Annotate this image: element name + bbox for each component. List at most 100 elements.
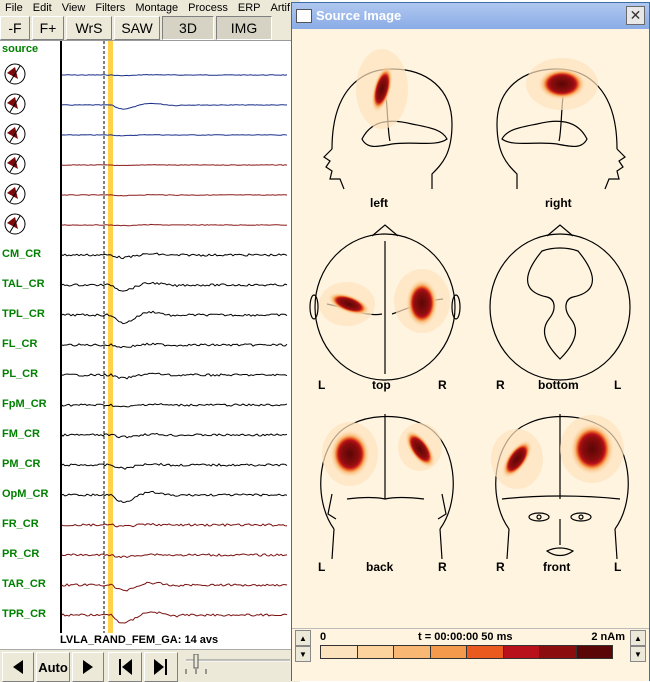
channel-area: source CM_CR TAL_CR TPL_CR FL_CR PL_CR FpM_CR…	[0, 41, 300, 633]
channel-trace	[61, 281, 288, 292]
channel-label[interactable]: FpM_CR	[2, 398, 47, 410]
status-bar: LVLA_RAND_FEM_GA: 14 avs	[0, 633, 300, 649]
color-swatch	[393, 645, 431, 659]
view-label-right: right	[545, 196, 572, 210]
cursor-band[interactable]	[108, 41, 113, 633]
toolbar-button-wrs[interactable]: WrS	[66, 16, 112, 40]
color-swatch	[356, 645, 394, 659]
channel-label[interactable]: TAL_CR	[2, 278, 45, 290]
color-swatch	[502, 645, 540, 659]
menu-item-filters[interactable]: Filters	[95, 2, 126, 14]
head-front-view	[495, 414, 629, 560]
dipole-head-icon	[4, 153, 26, 175]
arrow-down-icon: ▼	[634, 649, 642, 659]
head-back-view	[320, 414, 454, 560]
menu-item-file[interactable]: File	[5, 2, 23, 14]
color-swatch	[575, 645, 613, 659]
color-swatch	[429, 645, 467, 659]
back-view-L: L	[318, 560, 326, 574]
source-trace	[61, 164, 288, 167]
time-readout: t = 00:00:00 50 ms	[418, 631, 513, 643]
channel-label[interactable]: TAR_CR	[2, 578, 46, 590]
toolbar: -F F+ WrS SAW 3D IMG	[0, 16, 300, 41]
channel-trace	[61, 252, 288, 260]
scale-up-arrow-left[interactable]: ▲	[295, 630, 311, 646]
channel-label[interactable]: TPR_CR	[2, 608, 47, 620]
activation-blobs	[319, 49, 624, 489]
channel-label[interactable]: PR_CR	[2, 548, 40, 560]
dipole-head-icon	[4, 93, 26, 115]
menu-item-view[interactable]: View	[61, 2, 86, 14]
channel-trace	[61, 432, 288, 439]
color-swatch	[466, 645, 504, 659]
channel-label[interactable]: OpM_CR	[2, 488, 49, 500]
scale-min-label: 0	[320, 631, 327, 643]
arrow-up-icon: ▲	[299, 633, 307, 643]
arrow-down-icon: ▼	[299, 649, 307, 659]
front-view-L: L	[614, 560, 622, 574]
head-diagrams	[309, 49, 631, 560]
window-titlebar[interactable]: Source Image ✕	[292, 3, 649, 29]
channel-label[interactable]: FR_CR	[2, 518, 39, 530]
toolbar-button-3d[interactable]: 3D	[162, 16, 214, 40]
triangle-right-icon	[83, 660, 93, 674]
channel-trace	[61, 611, 288, 624]
dipole-head-icon	[4, 123, 26, 145]
menu-item-edit[interactable]: Edit	[32, 2, 52, 14]
source-trace	[61, 194, 288, 197]
menu-item-artif[interactable]: Artif	[270, 2, 291, 14]
toolbar-button-saw[interactable]: SAW	[114, 16, 160, 40]
scale-max-label: 2 nAm	[591, 631, 625, 643]
view-label-bottom: bottom	[538, 378, 579, 392]
channel-trace	[61, 310, 288, 325]
channel-trace	[61, 581, 288, 592]
bottom-toolbar: Auto	[0, 649, 300, 682]
toolbar-button-f[interactable]: F+	[32, 16, 64, 40]
menu-item-process[interactable]: Process	[188, 2, 228, 14]
close-button[interactable]: ✕	[626, 6, 645, 25]
menu-item-montage[interactable]: Montage	[135, 2, 179, 14]
top-view-L: L	[318, 378, 326, 392]
step-forward-button[interactable]	[144, 652, 178, 682]
menu-item-erp[interactable]: ERP	[237, 2, 261, 14]
auto-button[interactable]: Auto	[36, 652, 70, 682]
view-label-front: front	[543, 560, 571, 574]
dipole-head-icon	[4, 183, 26, 205]
channel-label[interactable]: TPL_CR	[2, 308, 45, 320]
scale-up-arrow-right[interactable]: ▲	[630, 630, 646, 646]
channel-trace	[61, 462, 288, 470]
step-back-button[interactable]	[108, 652, 142, 682]
eeg-traces[interactable]	[0, 41, 300, 633]
step-forward-icon	[154, 659, 167, 675]
channel-trace	[61, 522, 288, 528]
toolbar-button-f[interactable]: -F	[0, 16, 30, 40]
dataset-status: LVLA_RAND_FEM_GA: 14 avs	[60, 634, 219, 646]
front-view-R: R	[496, 560, 505, 574]
time-slider[interactable]	[180, 653, 295, 676]
step-back-icon	[119, 659, 132, 675]
menu-bar: File Edit View Filters Montage Process ERP Arti…	[0, 0, 300, 16]
scale-down-arrow-right[interactable]: ▼	[630, 646, 646, 662]
back-view-R: R	[438, 560, 447, 574]
channel-trace	[61, 553, 288, 559]
scale-down-arrow-left[interactable]: ▼	[295, 646, 311, 662]
source-trace	[61, 102, 288, 110]
channel-label[interactable]: PL_CR	[2, 368, 39, 380]
scroll-left-button[interactable]	[2, 652, 34, 682]
channel-label[interactable]: FM_CR	[2, 428, 40, 440]
color-swatch	[320, 645, 358, 659]
channel-trace	[61, 342, 288, 349]
play-button[interactable]	[72, 652, 104, 682]
channel-label[interactable]: PM_CR	[2, 458, 41, 470]
source-trace	[62, 73, 288, 77]
color-swatch	[539, 645, 577, 659]
head-bottom-view	[489, 224, 631, 381]
slider-track	[185, 653, 290, 674]
dipole-head-icon	[4, 63, 26, 85]
dipole-head-icon	[4, 213, 26, 235]
view-label-top: top	[372, 378, 391, 392]
channel-label[interactable]: CM_CR	[2, 248, 42, 260]
channel-label[interactable]: FL_CR	[2, 338, 38, 350]
toolbar-button-img[interactable]: IMG	[216, 16, 272, 40]
source-trace	[61, 223, 288, 227]
